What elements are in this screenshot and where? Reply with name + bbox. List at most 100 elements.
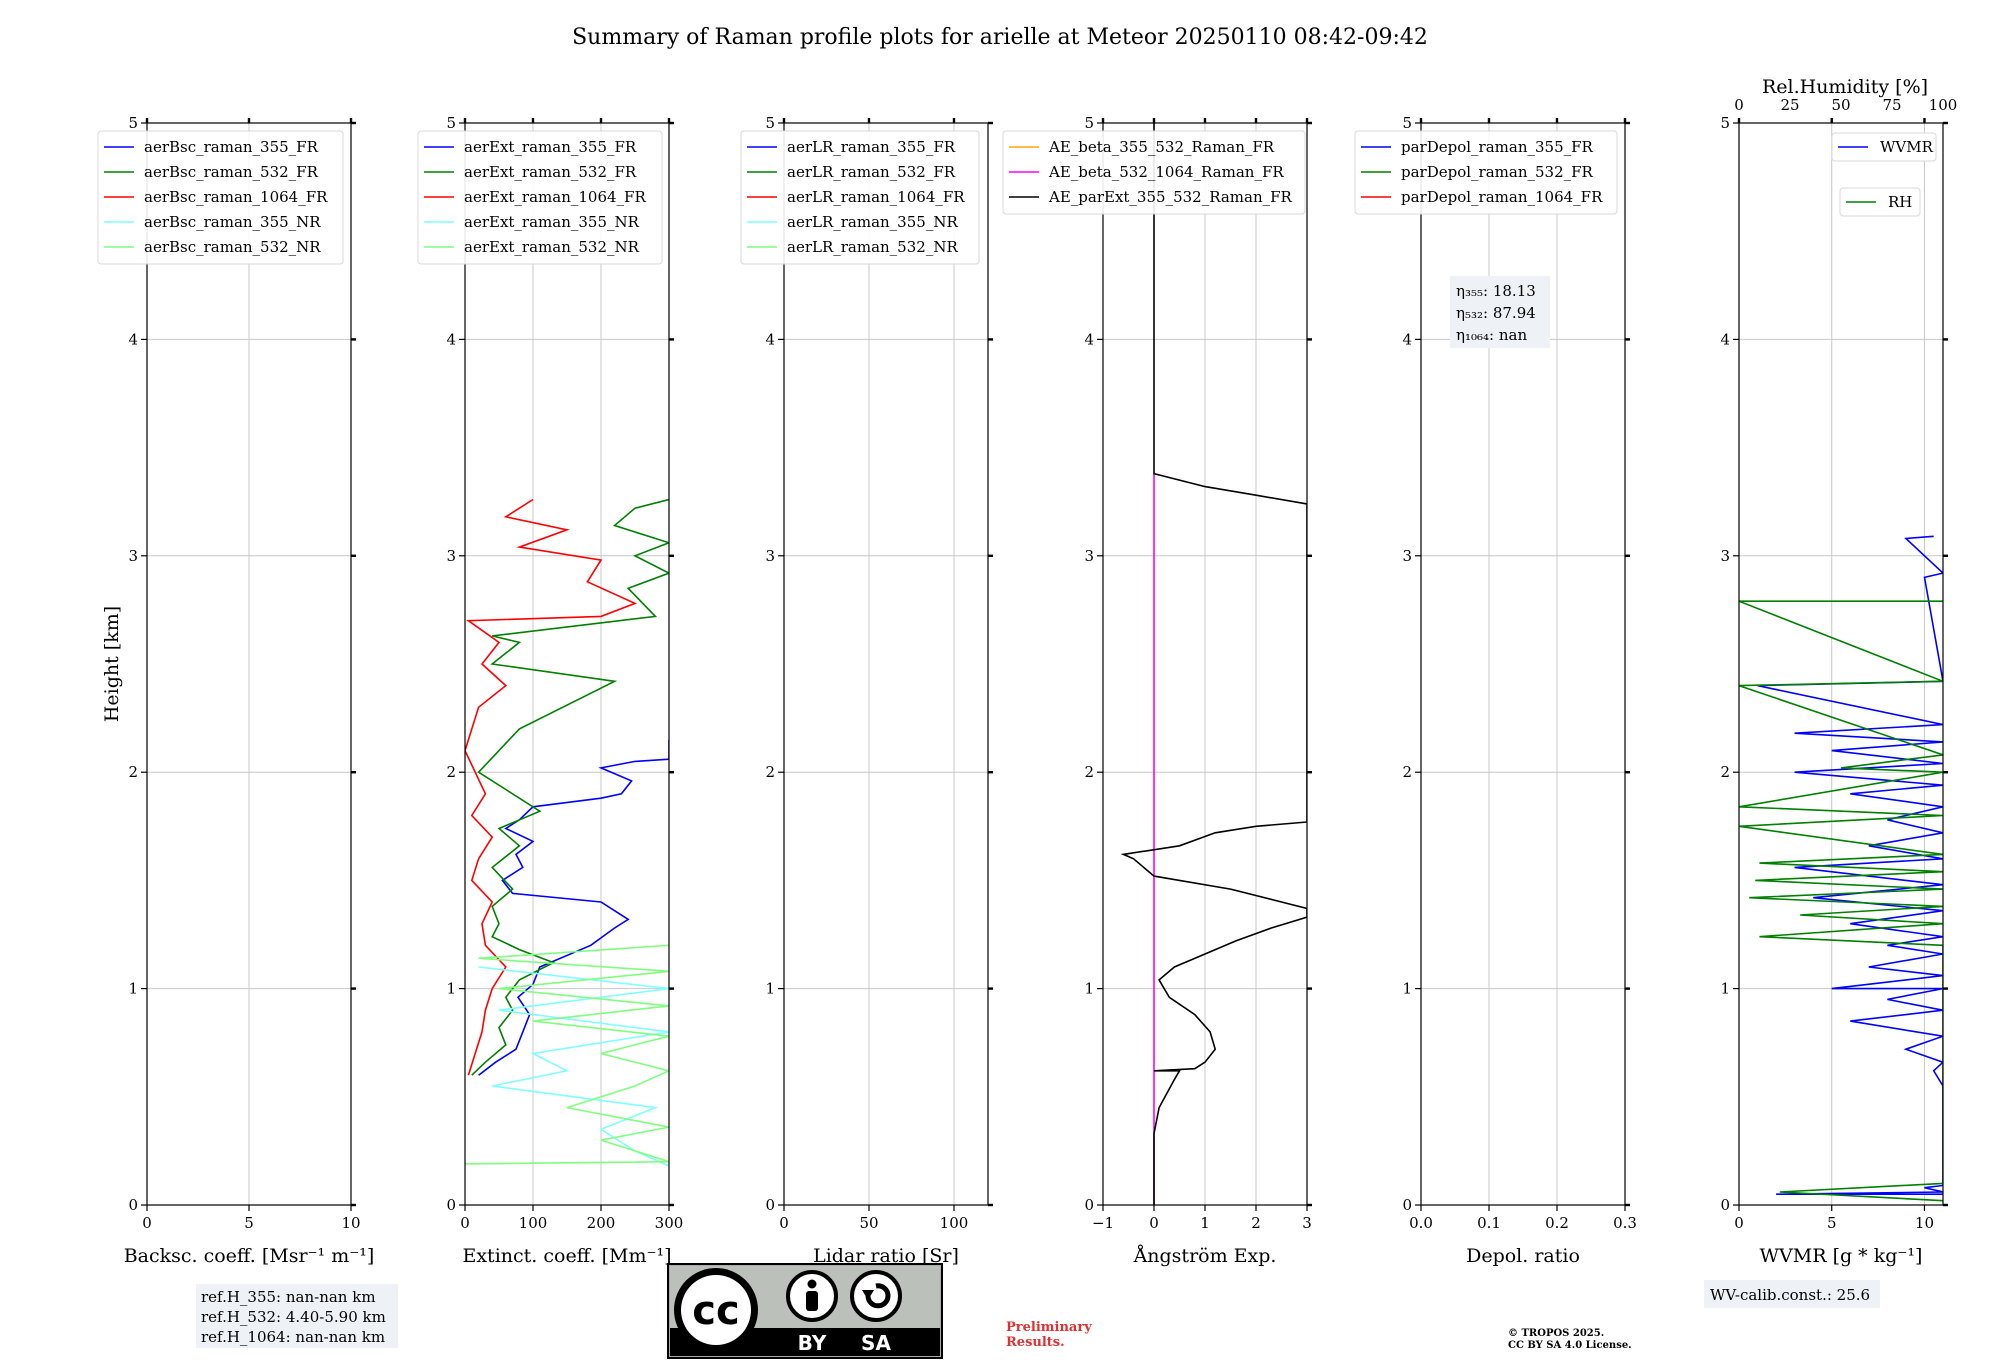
xtick-label: 0 bbox=[1149, 1214, 1159, 1232]
copyright-line-1: © TROPOS 2025. bbox=[1508, 1328, 1604, 1339]
series-ext-2 bbox=[465, 498, 638, 1076]
ytick-label: 3 bbox=[765, 547, 775, 565]
ref-height-box bbox=[196, 1284, 398, 1348]
ytick-label: 2 bbox=[128, 763, 138, 781]
ytick-label: 3 bbox=[1084, 547, 1094, 565]
ytick-label: 3 bbox=[1720, 547, 1730, 565]
legend-entry: aerBsc_raman_355_FR bbox=[144, 138, 319, 156]
ytick-label: 3 bbox=[128, 547, 138, 565]
license-by-text: BY bbox=[798, 1331, 827, 1355]
legend-entry: aerBsc_raman_532_NR bbox=[144, 238, 321, 256]
legend-entry: aerExt_raman_532_NR bbox=[464, 238, 640, 256]
xtick-label: 0 bbox=[779, 1214, 789, 1232]
xtick-label: 5 bbox=[1827, 1214, 1837, 1232]
panel-bsc: 0 1 2 3 4 5 0 5 10 Backsc. coeff. [Msr⁻¹ m⁻¹] Heig… bbox=[97, 114, 375, 1267]
xaxis-label: Backsc. coeff. [Msr⁻¹ m⁻¹] bbox=[124, 1245, 375, 1267]
ytick-label: 4 bbox=[128, 330, 138, 348]
ytick-label: 1 bbox=[765, 980, 775, 998]
figure-title: Summary of Raman profile plots for ariel… bbox=[572, 25, 1428, 50]
xtick-label: 200 bbox=[587, 1214, 616, 1232]
panel-depol: 0 1 2 3 4 5 0.0 0.1 0.2 0.3 Depol. ratio parDepol_r… bbox=[1354, 114, 1637, 1267]
yaxis-label: Height [km] bbox=[101, 606, 123, 722]
legend-entry: parDepol_raman_532_FR bbox=[1401, 163, 1594, 181]
x2tick-label: 0 bbox=[1734, 96, 1744, 114]
x2tick-label: 25 bbox=[1780, 96, 1799, 114]
xtick-label: −1 bbox=[1092, 1214, 1114, 1232]
ytick-label: 5 bbox=[1084, 114, 1094, 132]
xtick-label: 0.1 bbox=[1477, 1214, 1501, 1232]
legend-entry: parDepol_raman_355_FR bbox=[1401, 138, 1594, 156]
ytick-label: 2 bbox=[1084, 763, 1094, 781]
legend-entry: AE_beta_532_1064_Raman_FR bbox=[1048, 163, 1284, 181]
legend-entry: aerLR_raman_532_FR bbox=[787, 163, 956, 181]
ref-height-355: ref.H_355: nan-nan km bbox=[201, 1288, 376, 1306]
series-ext-1 bbox=[471, 498, 669, 1076]
preliminary-label-2: Results. bbox=[1006, 1335, 1065, 1350]
axes-frame bbox=[1738, 122, 1944, 1206]
ytick-label: 5 bbox=[765, 114, 775, 132]
legend-box bbox=[1354, 130, 1618, 215]
x2tick-label: 100 bbox=[1929, 96, 1958, 114]
ytick-label: 4 bbox=[765, 330, 775, 348]
axes-frame bbox=[783, 122, 989, 1206]
ytick-label: 1 bbox=[1402, 980, 1412, 998]
series-wv-0 bbox=[1757, 535, 1943, 1195]
series-ext-0 bbox=[478, 739, 669, 1076]
legend-entry: aerExt_raman_532_FR bbox=[464, 163, 637, 181]
legend-entry: aerExt_raman_355_FR bbox=[464, 138, 637, 156]
ref-height-532: ref.H_532: 4.40-5.90 km bbox=[201, 1308, 386, 1326]
legend-box bbox=[1002, 130, 1306, 215]
ytick-label: 2 bbox=[446, 763, 456, 781]
legend-entry: aerLR_raman_355_FR bbox=[787, 138, 956, 156]
xtick-label: 100 bbox=[519, 1214, 548, 1232]
xtick-label: 5 bbox=[244, 1214, 254, 1232]
ytick-label: 2 bbox=[765, 763, 775, 781]
legend-entry: aerBsc_raman_355_NR bbox=[144, 213, 321, 231]
wv-calib-box bbox=[1704, 1280, 1880, 1308]
ytick-label: 5 bbox=[128, 114, 138, 132]
xtick-label: 10 bbox=[341, 1214, 360, 1232]
legend-entry: aerLR_raman_1064_FR bbox=[787, 188, 965, 206]
xtick-label: 1 bbox=[1200, 1214, 1210, 1232]
xtick-label: 0 bbox=[1734, 1214, 1744, 1232]
xtick-label: 2 bbox=[1251, 1214, 1261, 1232]
ytick-label: 5 bbox=[446, 114, 456, 132]
ytick-label: 4 bbox=[1084, 330, 1094, 348]
ytick-label: 1 bbox=[128, 980, 138, 998]
ytick-label: 5 bbox=[1720, 114, 1730, 132]
ref-height-1064: ref.H_1064: nan-nan km bbox=[201, 1328, 385, 1346]
eta-1064-label: η₁₀₆₄: nan bbox=[1456, 326, 1527, 344]
series-ext-3 bbox=[478, 966, 669, 1167]
xaxis-label: Depol. ratio bbox=[1466, 1245, 1580, 1267]
legend-entry: AE_parExt_355_532_Raman_FR bbox=[1048, 188, 1293, 206]
legend-entry: aerExt_raman_1064_FR bbox=[464, 188, 646, 206]
ytick-label: 0 bbox=[765, 1196, 775, 1214]
xtick-label: 0 bbox=[142, 1214, 152, 1232]
xaxis-label: Ångström Exp. bbox=[1133, 1245, 1277, 1267]
x2tick-label: 50 bbox=[1831, 96, 1850, 114]
ytick-label: 1 bbox=[1720, 980, 1730, 998]
ytick-label: 4 bbox=[446, 330, 456, 348]
xtick-label: 3 bbox=[1302, 1214, 1312, 1232]
series-ae-2 bbox=[1120, 123, 1307, 1205]
xtick-label: 0.2 bbox=[1545, 1214, 1569, 1232]
ytick-label: 0 bbox=[1402, 1196, 1412, 1214]
ytick-label: 1 bbox=[1084, 980, 1094, 998]
series-ext-4 bbox=[465, 944, 669, 1165]
ytick-label: 0 bbox=[128, 1196, 138, 1214]
xtick-label: 10 bbox=[1915, 1214, 1934, 1232]
wv-calib-label: WV-calib.const.: 25.6 bbox=[1710, 1286, 1870, 1304]
ytick-label: 3 bbox=[446, 547, 456, 565]
legend-box bbox=[1831, 132, 1937, 162]
xtick-label: 50 bbox=[859, 1214, 878, 1232]
ytick-label: 2 bbox=[1720, 763, 1730, 781]
x2tick-label: 75 bbox=[1882, 96, 1901, 114]
ytick-label: 0 bbox=[1084, 1196, 1094, 1214]
xtick-label: 300 bbox=[655, 1214, 684, 1232]
ytick-label: 5 bbox=[1402, 114, 1412, 132]
xaxis-label: WVMR [g * kg⁻¹] bbox=[1760, 1245, 1923, 1267]
eta-355-label: η₃₅₅: 18.13 bbox=[1456, 282, 1536, 300]
